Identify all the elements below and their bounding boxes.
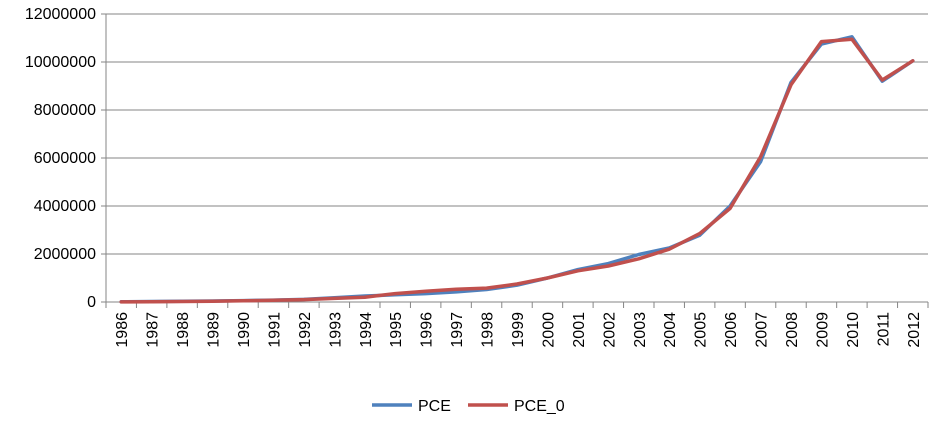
y-tick-label: 6000000 [34, 150, 96, 167]
x-tick-label: 2001 [571, 312, 588, 348]
legend-label: PCE_0 [514, 398, 565, 415]
x-tick-label: 2004 [662, 312, 679, 348]
x-tick-label: 1987 [145, 312, 162, 348]
y-tick-label: 12000000 [25, 6, 96, 23]
x-tick-label: 2010 [845, 312, 862, 348]
series-line-pce-0 [119, 37, 915, 304]
series-line-pce [119, 35, 915, 304]
x-tick-label: 1991 [266, 312, 283, 348]
y-tick-label: 4000000 [34, 198, 96, 215]
x-tick-label: 1999 [510, 312, 527, 348]
y-tick-label: 8000000 [34, 102, 96, 119]
x-tick-label: 1992 [297, 312, 314, 348]
x-tick-label: 1994 [358, 312, 375, 348]
y-axis-tick-labels: 0 2000000 4000000 6000000 8000000 10000000 120… [25, 6, 96, 311]
x-tick-label: 2005 [693, 312, 710, 348]
x-tick-label: 1995 [388, 312, 405, 348]
x-tick-label: 1998 [480, 312, 497, 348]
gridlines [106, 13, 928, 255]
x-tick-label: 1986 [114, 312, 131, 348]
x-tick-label: 2006 [723, 312, 740, 348]
x-tick-label: 1993 [327, 312, 344, 348]
x-tick-label: 2009 [814, 312, 831, 348]
series-lines [119, 35, 915, 304]
x-tick-label: 1997 [449, 312, 466, 348]
legend-label: PCE [418, 398, 451, 415]
y-tick-label: 0 [87, 294, 96, 311]
x-tick-label: 2011 [875, 312, 892, 347]
x-tick-label: 2002 [601, 312, 618, 348]
x-tick-label: 1990 [236, 312, 253, 348]
x-tick-label: 1996 [419, 312, 436, 348]
x-tick-label: 2008 [784, 312, 801, 348]
x-tick-label: 1988 [175, 312, 192, 348]
x-tick-label: 2007 [754, 312, 771, 348]
y-tick-label: 2000000 [34, 246, 96, 263]
x-tick-label: 2012 [906, 312, 923, 348]
axes [101, 13, 929, 308]
legend: PCE PCE_0 [372, 398, 565, 415]
x-tick-label: 1989 [206, 312, 223, 348]
y-tick-label: 10000000 [25, 54, 96, 71]
x-tick-label: 2000 [540, 312, 557, 348]
x-axis-tick-labels: 1986 1987 1988 1989 1990 1991 1992 1993 1994 1995… [114, 312, 923, 348]
x-tick-label: 2003 [632, 312, 649, 348]
